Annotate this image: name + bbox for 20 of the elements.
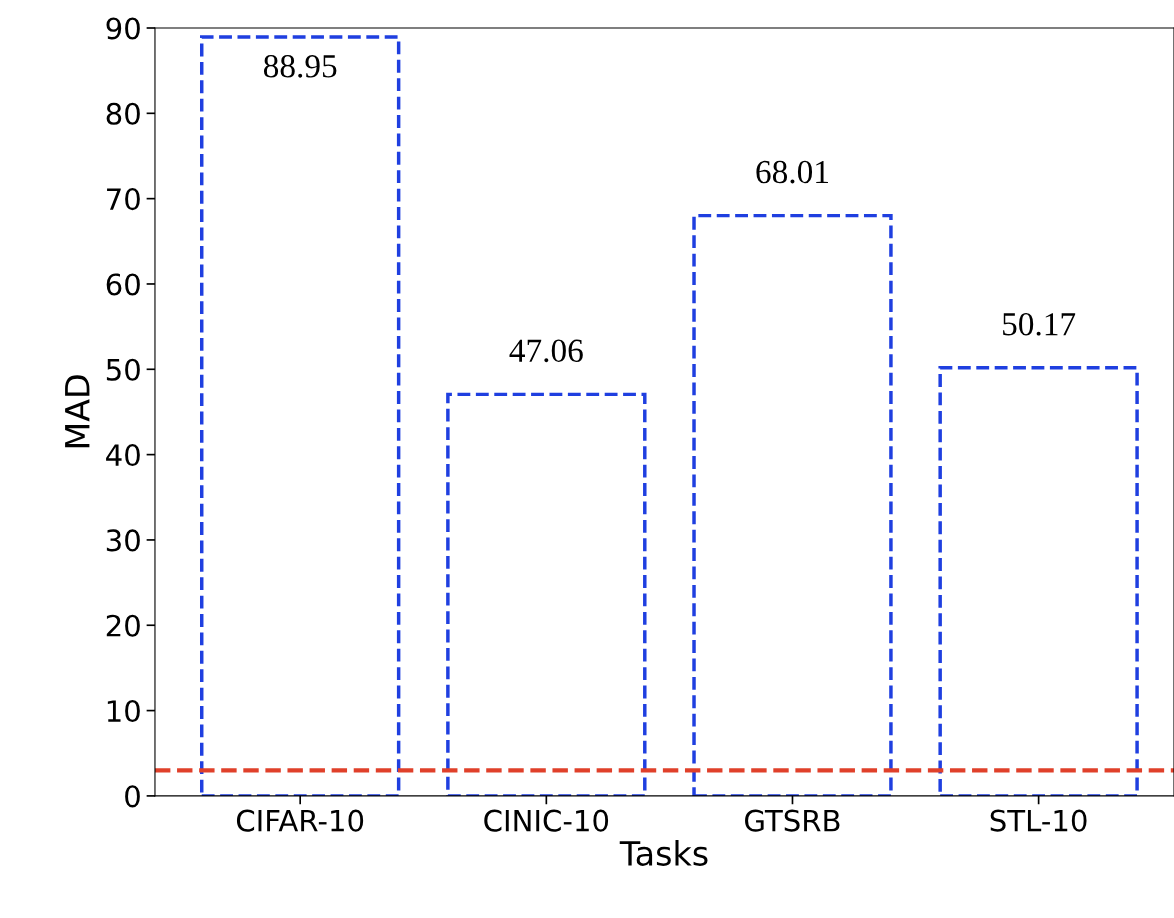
x-tick-label: CIFAR-10 <box>236 809 364 832</box>
y-axis-title: MAD <box>65 375 90 448</box>
y-tick-label: 0 <box>125 785 140 808</box>
y-tick-label: 90 <box>106 17 140 40</box>
x-axis-title: Tasks <box>619 840 708 866</box>
y-tick-label: 30 <box>106 529 140 552</box>
y-tick-label: 10 <box>107 700 140 723</box>
y-tick-label: 40 <box>106 444 140 467</box>
data-label: 50.17 <box>1003 312 1076 336</box>
y-tick-label: 80 <box>106 102 140 125</box>
x-tick-label: STL-10 <box>990 809 1087 832</box>
y-tick-label: 20 <box>106 614 140 637</box>
x-tick-label: CINIC-10 <box>484 809 609 832</box>
y-tick-label: 50 <box>106 358 140 381</box>
data-label: 88.95 <box>263 54 337 78</box>
data-label: 68.01 <box>756 160 828 184</box>
x-tick-label: GTSRB <box>745 809 840 832</box>
data-label: 47.06 <box>509 339 583 363</box>
y-tick-label: 70 <box>107 188 140 211</box>
y-tick-label: 60 <box>106 273 140 296</box>
